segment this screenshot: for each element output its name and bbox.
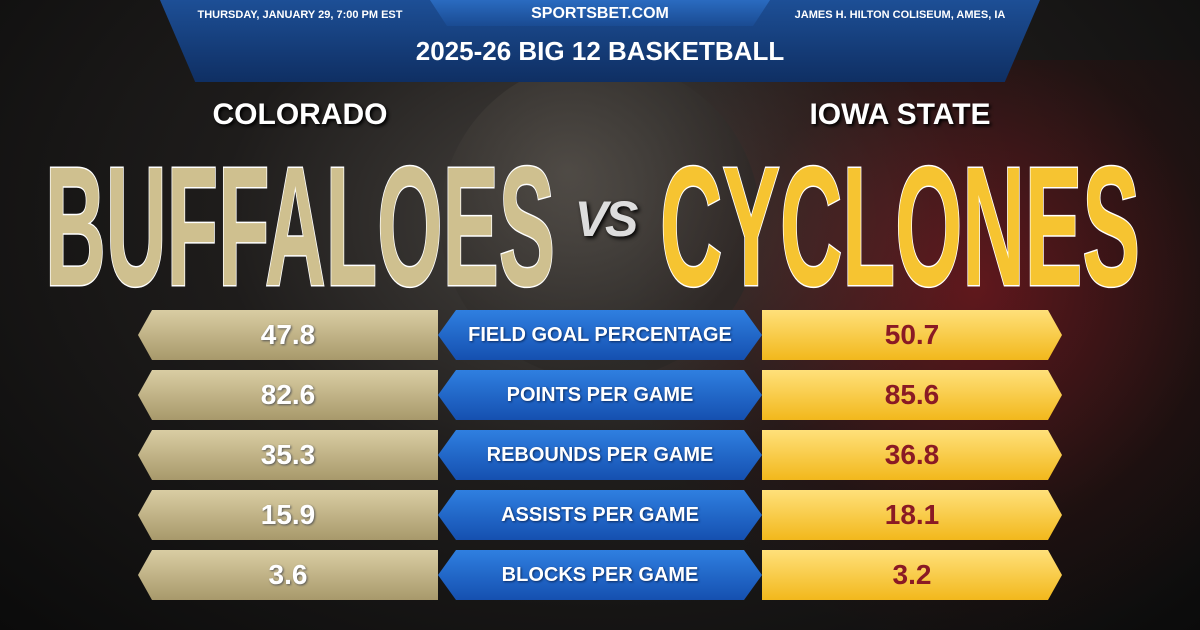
away-city: COLORADO	[212, 98, 388, 131]
home-team-name-text: CYCLONES	[660, 132, 1140, 300]
home-team-name: CYCLONES	[655, 130, 1175, 301]
away-stat-value: 15.9	[138, 490, 438, 540]
header-top-tab	[430, 0, 770, 26]
venue: JAMES H. HILTON COLISEUM, AMES, IA	[794, 9, 1006, 21]
away-stat-value: 35.3	[138, 430, 438, 480]
home-stat-value: 36.8	[762, 430, 1062, 480]
stat-label: FIELD GOAL PERCENTAGE	[438, 310, 762, 360]
away-stat-value: 82.6	[138, 370, 438, 420]
stat-row: 3.6 BLOCKS PER GAME 3.2	[138, 550, 1062, 600]
away-stat-value: 3.6	[138, 550, 438, 600]
stat-label: REBOUNDS PER GAME	[438, 430, 762, 480]
home-stat-value: 85.6	[762, 370, 1062, 420]
stat-row: 47.8 FIELD GOAL PERCENTAGE 50.7	[138, 310, 1062, 360]
league-title: 2025-26 BIG 12 BASKETBALL	[415, 36, 785, 66]
stat-label: BLOCKS PER GAME	[438, 550, 762, 600]
away-team-name: BUFFALOES	[40, 130, 560, 301]
away-team-name-text: BUFFALOES	[45, 132, 555, 300]
stat-label: POINTS PER GAME	[438, 370, 762, 420]
stat-row: 35.3 REBOUNDS PER GAME 36.8	[138, 430, 1062, 480]
home-stat-value: 3.2	[762, 550, 1062, 600]
home-stat-value: 18.1	[762, 490, 1062, 540]
home-city: IOWA STATE	[809, 98, 991, 131]
site-name: SPORTSBET.COM	[531, 5, 669, 22]
stat-row: 82.6 POINTS PER GAME 85.6	[138, 370, 1062, 420]
game-date: THURSDAY, JANUARY 29, 7:00 PM EST	[197, 9, 403, 21]
stat-row: 15.9 ASSISTS PER GAME 18.1	[138, 490, 1062, 540]
away-stat-value: 47.8	[138, 310, 438, 360]
stat-label: ASSISTS PER GAME	[438, 490, 762, 540]
vs-label: VS	[574, 191, 639, 247]
home-stat-value: 50.7	[762, 310, 1062, 360]
